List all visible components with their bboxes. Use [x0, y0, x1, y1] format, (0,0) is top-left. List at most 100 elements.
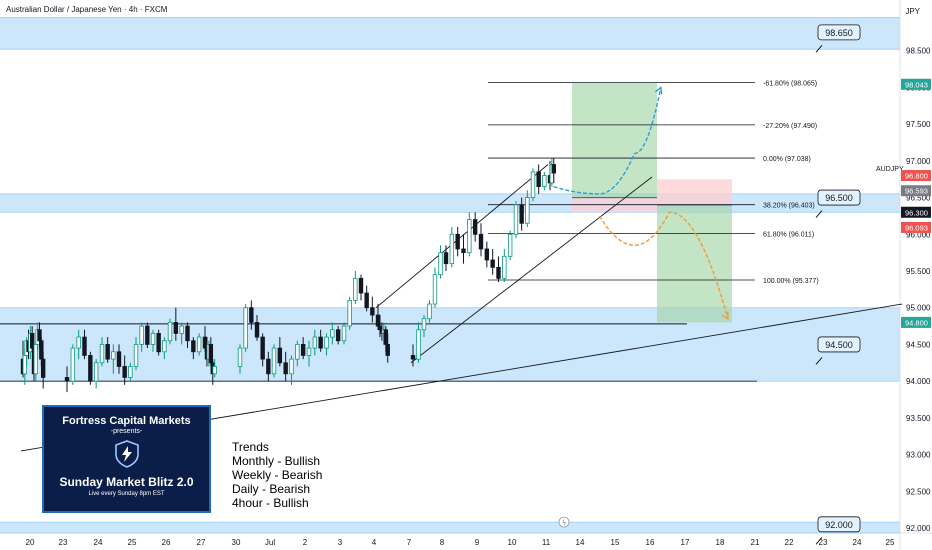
time-tick-label: 2 [303, 538, 308, 547]
time-tick-label: 27 [197, 538, 206, 547]
time-tick-label: 15 [611, 538, 620, 547]
symbol-price-tag: AUDJPY [876, 166, 904, 173]
candle-down [490, 259, 495, 268]
price-label-box [901, 316, 931, 328]
time-tick-label: 7 [407, 538, 412, 547]
candle-up [353, 277, 358, 301]
candle-up [76, 336, 81, 349]
candle-down [472, 219, 478, 235]
banner-presents: -presents- [110, 428, 143, 435]
price-label-text: 96.800 [905, 172, 928, 181]
symbol-title: Australian Dollar / Japanese Yen · 4h · … [6, 5, 168, 14]
channel-lower [410, 176, 653, 364]
candle-up [179, 325, 184, 334]
time-tick-label: 8 [440, 538, 445, 547]
candle-down [185, 325, 190, 342]
event-lightning-icon [558, 516, 570, 528]
candle-up [542, 175, 547, 187]
price-label-box [901, 78, 931, 90]
candle-down [484, 248, 490, 261]
candle-down [64, 377, 70, 382]
candle-up [324, 336, 329, 349]
candle-down [116, 351, 122, 367]
candle-up [128, 366, 133, 378]
price-tick-label: 97.500 [906, 120, 931, 129]
candle-down [39, 340, 44, 360]
candle-up [330, 329, 335, 338]
fib-level-label: 61.80% (96.011) [763, 231, 814, 238]
candle-up [306, 347, 312, 356]
short-target-area [657, 204, 732, 323]
time-tick-label: 25 [886, 538, 895, 547]
candle-up [449, 233, 455, 265]
bearish-path [598, 211, 729, 319]
time-tick-label: 10 [508, 538, 517, 547]
candle-up [427, 303, 432, 320]
price-label-box [901, 185, 931, 197]
callout-text: 92.000 [825, 520, 853, 530]
time-tick-label: 20 [26, 538, 35, 547]
time-tick-label: 21 [751, 538, 760, 547]
price-label-text: 96.593 [905, 187, 928, 196]
candle-down [277, 347, 283, 364]
zone-92-000 [0, 522, 900, 533]
candle-down [29, 333, 35, 349]
fib-level-label: 38.20% (96.403) [763, 203, 815, 210]
candle-up [525, 197, 530, 224]
candle-up [167, 321, 173, 342]
price-tick-label: 97.000 [906, 157, 931, 166]
callout-pointer [815, 357, 823, 365]
candle-down [249, 307, 254, 323]
candle-down [370, 307, 375, 316]
banner-show-title: Sunday Market Blitz 2.0 [59, 475, 194, 489]
candle-up [111, 351, 116, 360]
price-tick-label: 95.500 [906, 267, 931, 276]
callout-pointer [815, 210, 823, 218]
callout-pointer [815, 45, 823, 53]
callout-box [817, 24, 861, 41]
banner-schedule: Live every Sunday 8pm EST [88, 491, 165, 497]
level-callout: 98.650 [815, 24, 861, 53]
long-target-area [572, 82, 657, 198]
candle-up [212, 366, 217, 375]
candle-down [443, 252, 449, 265]
candle-up [93, 362, 99, 382]
banner-brand: Fortress Capital Markets [62, 415, 191, 427]
price-tick-label: 96.500 [906, 194, 931, 203]
price-tick-label: 96.000 [906, 230, 931, 239]
time-tick-label: 17 [681, 538, 690, 547]
time-tick-label: 26 [162, 538, 171, 547]
callout-box [817, 336, 861, 353]
time-tick-label: 30 [232, 538, 241, 547]
price-tick-label: 92.500 [906, 487, 931, 496]
shield-lightning-icon [112, 439, 142, 469]
candle-down [260, 336, 265, 360]
time-tick-label: 23 [59, 538, 68, 547]
candle-down [208, 344, 214, 364]
bearish-path-arrowhead [721, 311, 729, 321]
candle-down [300, 344, 306, 356]
candle-down [202, 336, 208, 349]
bullish-path-arrowhead [654, 86, 663, 95]
trends-note: Trends Monthly - Bullish Weekly - Bearis… [232, 440, 322, 510]
candle-up [33, 344, 39, 375]
candle-down [335, 329, 341, 342]
candle-down [358, 277, 364, 294]
candle-down [536, 171, 541, 187]
candle-down [375, 314, 381, 327]
time-tick-label: 25 [128, 538, 137, 547]
price-label-text: 96.093 [905, 223, 928, 232]
price-tick-label: 94.500 [906, 340, 931, 349]
trend-daily: Daily - Bearish [232, 482, 311, 496]
candle-down [254, 321, 260, 338]
price-label-box [901, 170, 931, 182]
time-tick-label: 18 [716, 538, 725, 547]
callout-pointer [815, 537, 823, 545]
price-label-text: 94.800 [905, 318, 928, 327]
candle-up [341, 325, 347, 342]
time-tick-label: 22 [785, 538, 794, 547]
trend-monthly: Monthly - Bullish [232, 454, 321, 468]
candle-up [162, 340, 167, 353]
time-tick-label: 16 [646, 538, 655, 547]
